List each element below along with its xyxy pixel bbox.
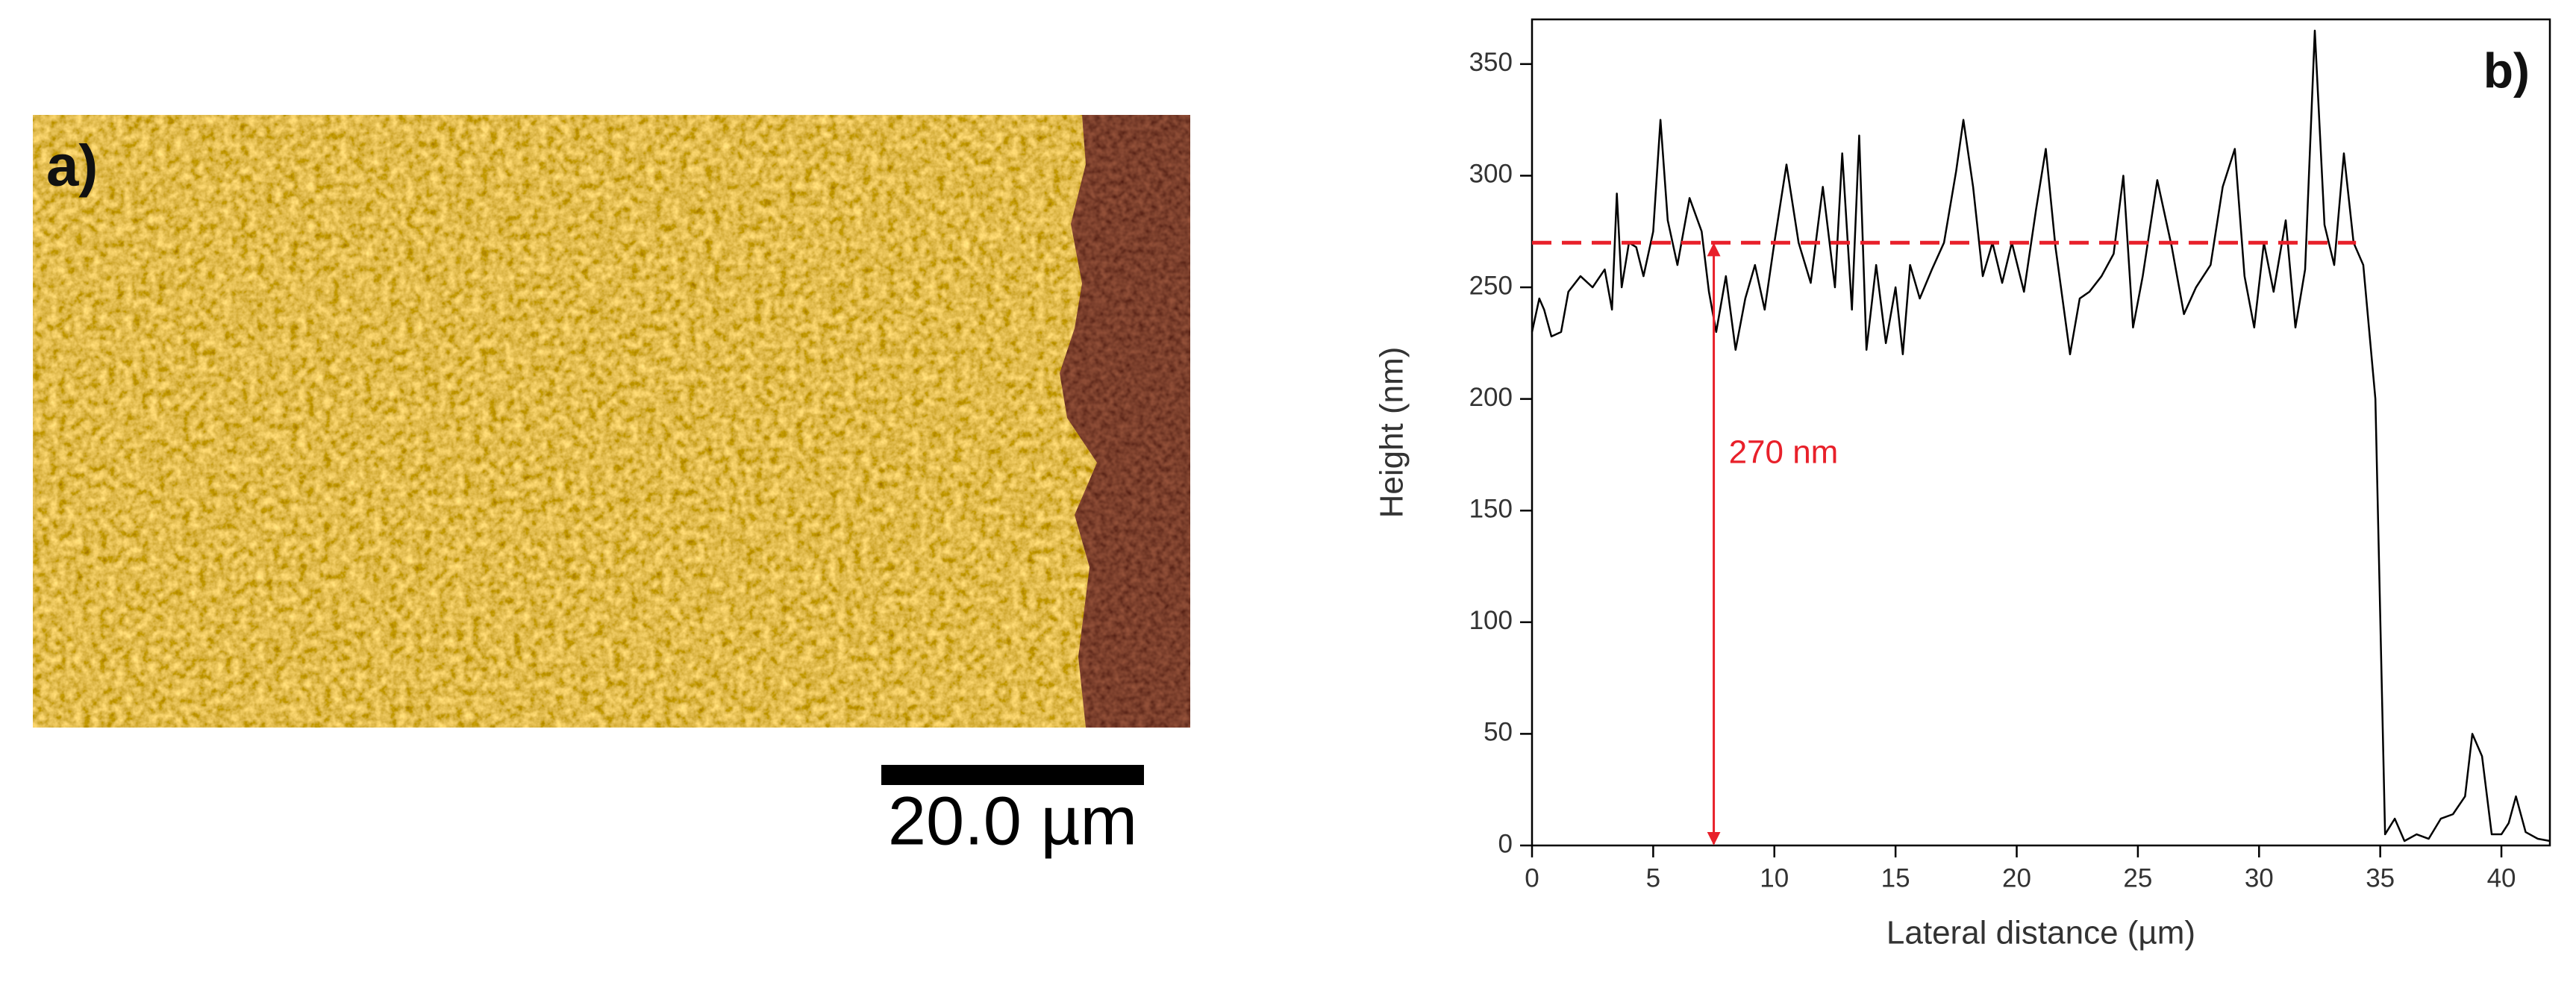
scale-bar [881, 765, 1144, 785]
y-tick-label: 300 [1469, 160, 1513, 189]
scale-bar-label: 20.0 µm [888, 783, 1137, 859]
annotation-label: 270 nm [1729, 434, 1839, 471]
x-tick-label: 0 [1525, 863, 1539, 892]
x-tick-label: 30 [2245, 863, 2274, 892]
x-tick-label: 10 [1760, 863, 1789, 892]
panel-label: a) [46, 133, 98, 198]
x-tick-label: 20 [2002, 863, 2031, 892]
y-tick-label: 0 [1498, 829, 1513, 858]
plot-frame [1531, 18, 2551, 847]
x-tick-label: 40 [2487, 863, 2516, 892]
y-axis-label: Height (nm) [1374, 347, 1410, 519]
afm-surface [33, 115, 1190, 728]
y-tick-label: 350 [1469, 48, 1513, 77]
afm-image [33, 115, 1190, 728]
y-tick-label: 50 [1484, 718, 1513, 747]
x-tick-label: 15 [1881, 863, 1910, 892]
panel-label: b) [2483, 43, 2530, 98]
x-tick-label: 5 [1646, 863, 1660, 892]
y-tick-label: 200 [1469, 383, 1513, 412]
y-tick-label: 250 [1469, 271, 1513, 300]
x-tick-label: 35 [2366, 863, 2395, 892]
x-tick-label: 25 [2123, 863, 2152, 892]
x-axis-label: Lateral distance (µm) [1886, 915, 2195, 951]
y-tick-label: 150 [1469, 494, 1513, 523]
profile-line [1531, 29, 2551, 842]
y-tick-label: 100 [1469, 606, 1513, 635]
